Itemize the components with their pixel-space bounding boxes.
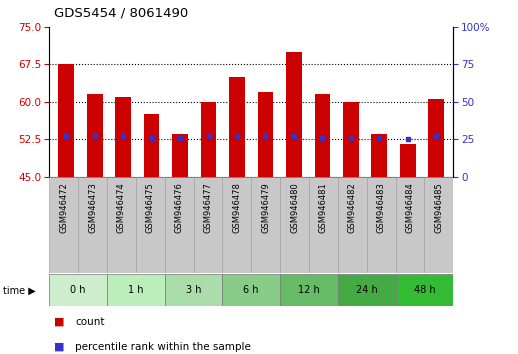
Bar [136,177,165,273]
Bar [229,77,245,177]
Text: GSM946481: GSM946481 [319,182,328,233]
Text: GSM946477: GSM946477 [204,182,212,233]
Text: percentile rank within the sample: percentile rank within the sample [75,342,251,352]
Text: GSM946480: GSM946480 [290,182,299,233]
Bar [338,177,367,273]
Text: 48 h: 48 h [413,285,435,295]
Text: GSM946472: GSM946472 [59,182,68,233]
Bar [396,177,424,273]
Bar [49,177,78,273]
Bar [165,177,194,273]
Bar [428,99,444,177]
Bar [222,177,251,273]
Bar [59,64,74,177]
Bar [338,274,396,306]
Bar [309,177,338,273]
Bar [194,177,222,273]
Bar [49,274,107,306]
Text: GSM946482: GSM946482 [348,182,357,233]
Text: ■: ■ [54,342,65,352]
Bar [286,52,302,177]
Bar [396,274,453,306]
Bar [400,144,415,177]
Text: ■: ■ [54,317,65,327]
Text: GSM946473: GSM946473 [88,182,97,233]
Text: time ▶: time ▶ [3,285,35,295]
Bar [314,94,330,177]
Bar [251,177,280,273]
Text: GSM946476: GSM946476 [175,182,183,233]
Bar [424,177,453,273]
Bar [367,177,396,273]
Text: GSM946484: GSM946484 [406,182,414,233]
Bar [116,97,131,177]
Text: GDS5454 / 8061490: GDS5454 / 8061490 [54,6,189,19]
Bar [257,92,274,177]
Text: 6 h: 6 h [243,285,259,295]
Bar [78,177,107,273]
Bar [280,177,309,273]
Text: 12 h: 12 h [298,285,320,295]
Text: 1 h: 1 h [128,285,143,295]
Text: 0 h: 0 h [70,285,86,295]
Bar [172,135,188,177]
Text: GSM946485: GSM946485 [434,182,443,233]
Bar [107,274,165,306]
Bar [107,177,136,273]
Text: GSM946479: GSM946479 [261,182,270,233]
Text: 24 h: 24 h [356,285,378,295]
Bar [222,274,280,306]
Bar [87,94,103,177]
Text: GSM946478: GSM946478 [232,182,241,233]
Bar [343,102,358,177]
Bar [201,102,217,177]
Text: GSM946483: GSM946483 [377,182,385,233]
Bar [165,274,222,306]
Bar [371,135,387,177]
Text: GSM946474: GSM946474 [117,182,126,233]
Bar [144,114,160,177]
Text: count: count [75,317,105,327]
Text: GSM946475: GSM946475 [146,182,155,233]
Bar [280,274,338,306]
Text: 3 h: 3 h [186,285,202,295]
